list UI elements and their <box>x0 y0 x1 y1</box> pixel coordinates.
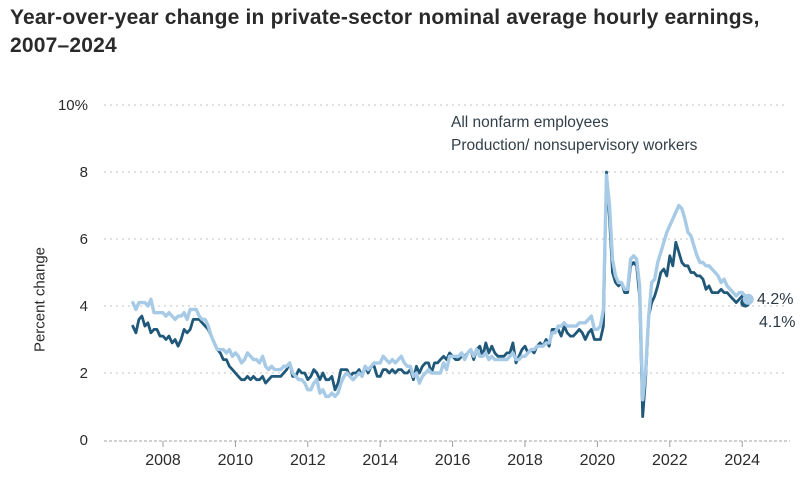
legend-label-all-nonfarm: All nonfarm employees <box>451 113 609 131</box>
end-value-label-production: 4.2% <box>757 291 794 308</box>
series-line-production <box>131 173 750 402</box>
legend-item-production: Production/ nonsupervisory workers <box>427 134 697 157</box>
end-value-label-all-nonfarm: 4.1% <box>759 314 796 331</box>
x-tick-label: 2020 <box>580 452 616 469</box>
y-tick-label: 10% <box>58 97 88 114</box>
legend: All nonfarm employees Production/ nonsup… <box>427 111 697 157</box>
y-tick-label: 4 <box>80 298 88 315</box>
x-tick-label: 2008 <box>145 452 181 469</box>
x-tick-label: 2018 <box>507 452 543 469</box>
y-tick-label: 2 <box>80 365 88 382</box>
legend-item-all-nonfarm: All nonfarm employees <box>427 111 697 134</box>
x-tick-label: 2012 <box>290 452 326 469</box>
y-tick-label: 8 <box>80 164 88 181</box>
legend-label-production: Production/ nonsupervisory workers <box>451 136 698 154</box>
x-tick-label: 2022 <box>652 452 688 469</box>
x-tick-label: 2024 <box>724 452 760 469</box>
legend-swatch-dark-blue-icon <box>427 121 442 125</box>
series-line-all-nonfarm <box>131 170 750 419</box>
series-end-dot-production <box>742 293 754 305</box>
y-tick-label: 6 <box>80 231 88 248</box>
chart-title: Year-over-year change in private-sector … <box>10 6 760 57</box>
y-tick-label: 0 <box>80 432 88 449</box>
legend-swatch-light-blue-icon <box>427 144 442 148</box>
x-tick-label: 2016 <box>435 452 471 469</box>
x-tick-label: 2014 <box>362 452 398 469</box>
x-tick-label: 2010 <box>218 452 254 469</box>
